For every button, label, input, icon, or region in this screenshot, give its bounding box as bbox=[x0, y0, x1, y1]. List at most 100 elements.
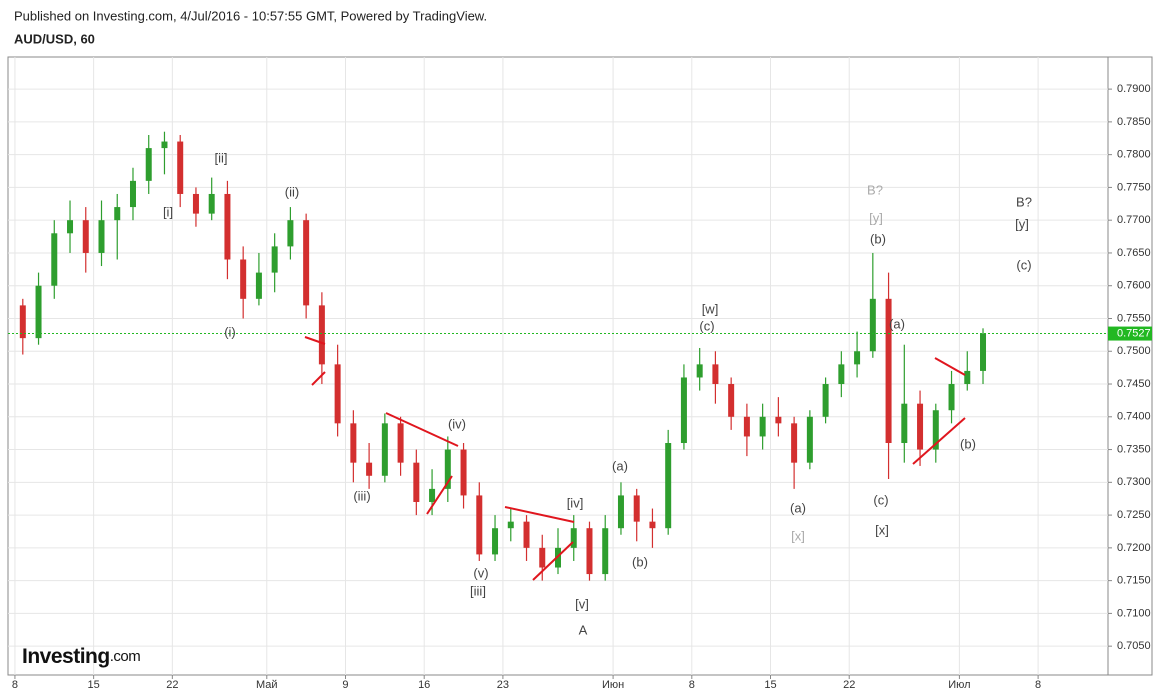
candle-body bbox=[19, 305, 26, 339]
candle-body bbox=[51, 233, 58, 286]
candle-body bbox=[885, 298, 892, 444]
chart-frame bbox=[7, 56, 1153, 676]
logo: Investing.com bbox=[22, 645, 140, 668]
x-tick-label: 16 bbox=[418, 679, 430, 691]
candle-body bbox=[334, 364, 341, 424]
candle-body bbox=[224, 193, 231, 260]
symbol: AUD/USD, 60 bbox=[14, 31, 95, 46]
candle-body bbox=[633, 495, 640, 522]
trend-line bbox=[426, 475, 453, 515]
candle-body bbox=[145, 148, 152, 181]
wave-label: (a) bbox=[790, 500, 806, 515]
candle-body bbox=[869, 298, 876, 352]
candle-body bbox=[649, 521, 656, 529]
candle-body bbox=[67, 220, 74, 234]
y-tick-label: 0.7350 bbox=[1117, 443, 1151, 455]
candle-body bbox=[366, 462, 373, 476]
published-note: Published on Investing.com, 4/Jul/2016 -… bbox=[14, 8, 487, 23]
wave-label: B? bbox=[1016, 194, 1032, 209]
candle-body bbox=[413, 462, 420, 502]
candle-body bbox=[775, 416, 782, 424]
y-tick-label: 0.7200 bbox=[1117, 542, 1151, 554]
wave-label: (c) bbox=[873, 492, 888, 507]
candle-body bbox=[98, 220, 105, 253]
wave-label: [y] bbox=[869, 210, 883, 225]
candle-body bbox=[822, 384, 829, 417]
candle-body bbox=[917, 403, 924, 450]
wave-label: (b) bbox=[632, 554, 648, 569]
wave-label: [w] bbox=[702, 301, 719, 316]
y-tick-label: 0.7850 bbox=[1117, 116, 1151, 128]
x-tick-label: Июн bbox=[602, 679, 624, 691]
wave-label: (b) bbox=[870, 231, 886, 246]
last-price-box bbox=[1108, 326, 1152, 341]
trend-line bbox=[304, 336, 326, 345]
wave-label: [x] bbox=[875, 522, 889, 537]
trend-line bbox=[532, 541, 574, 581]
wave-label: (c) bbox=[699, 318, 714, 333]
wave-label: (a) bbox=[612, 458, 628, 473]
x-tick-label: 22 bbox=[843, 679, 855, 691]
candle-body bbox=[507, 521, 514, 529]
candle-body bbox=[791, 423, 798, 463]
wave-label: [ii] bbox=[215, 150, 228, 165]
x-tick-label: 22 bbox=[166, 679, 178, 691]
y-tick-label: 0.7750 bbox=[1117, 181, 1151, 193]
candle-body bbox=[240, 259, 247, 299]
candle-body bbox=[476, 495, 483, 555]
wave-label: A bbox=[579, 622, 588, 637]
candle-body bbox=[602, 528, 609, 575]
candle-body bbox=[397, 423, 404, 463]
candle-body bbox=[287, 220, 294, 247]
y-tick-label: 0.7550 bbox=[1117, 312, 1151, 324]
candle-body bbox=[539, 547, 546, 568]
trend-line bbox=[504, 506, 575, 523]
last-price-label: 0.7527 bbox=[1117, 327, 1151, 339]
wave-label: [v] bbox=[575, 596, 589, 611]
y-tick-label: 0.7150 bbox=[1117, 575, 1151, 587]
candle-body bbox=[680, 377, 687, 444]
trend-line bbox=[311, 371, 326, 386]
candle-body bbox=[980, 333, 987, 371]
wave-label: (iv) bbox=[448, 416, 466, 431]
candle-body bbox=[759, 416, 766, 437]
wave-label: (i) bbox=[224, 324, 236, 339]
candle-body bbox=[712, 364, 719, 385]
candle-body bbox=[161, 141, 168, 149]
x-tick-label: Июл bbox=[948, 679, 970, 691]
x-tick-label: 8 bbox=[689, 679, 695, 691]
y-tick-label: 0.7050 bbox=[1117, 640, 1151, 652]
x-tick-label: 23 bbox=[497, 679, 509, 691]
x-tick-label: 15 bbox=[88, 679, 100, 691]
candle-body bbox=[381, 423, 388, 476]
wave-label: [iv] bbox=[567, 495, 584, 510]
candle-body bbox=[255, 272, 262, 299]
trend-line bbox=[385, 412, 459, 447]
candle-body bbox=[303, 220, 310, 306]
y-tick-label: 0.7250 bbox=[1117, 509, 1151, 521]
y-tick-label: 0.7800 bbox=[1117, 149, 1151, 161]
candle-body bbox=[208, 193, 215, 214]
x-tick-label: 8 bbox=[1035, 679, 1041, 691]
candle-body bbox=[523, 521, 530, 548]
x-tick-label: Май bbox=[256, 679, 278, 691]
x-tick-label: 15 bbox=[764, 679, 776, 691]
y-tick-label: 0.7500 bbox=[1117, 345, 1151, 357]
candle-body bbox=[854, 351, 861, 365]
candle-body bbox=[350, 423, 357, 463]
wave-label: [i] bbox=[163, 204, 173, 219]
y-tick-label: 0.7100 bbox=[1117, 607, 1151, 619]
wave-label: (ii) bbox=[285, 184, 299, 199]
candle-body bbox=[129, 180, 136, 208]
candle-body bbox=[586, 528, 593, 575]
wave-label: (b) bbox=[960, 436, 976, 451]
y-tick-label: 0.7650 bbox=[1117, 247, 1151, 259]
candle-body bbox=[932, 410, 939, 450]
y-tick-label: 0.7700 bbox=[1117, 214, 1151, 226]
candle-body bbox=[271, 246, 278, 273]
wave-label: (iii) bbox=[353, 488, 370, 503]
candle-body bbox=[114, 207, 121, 221]
candle-body bbox=[82, 220, 89, 253]
candle-body bbox=[492, 528, 499, 555]
